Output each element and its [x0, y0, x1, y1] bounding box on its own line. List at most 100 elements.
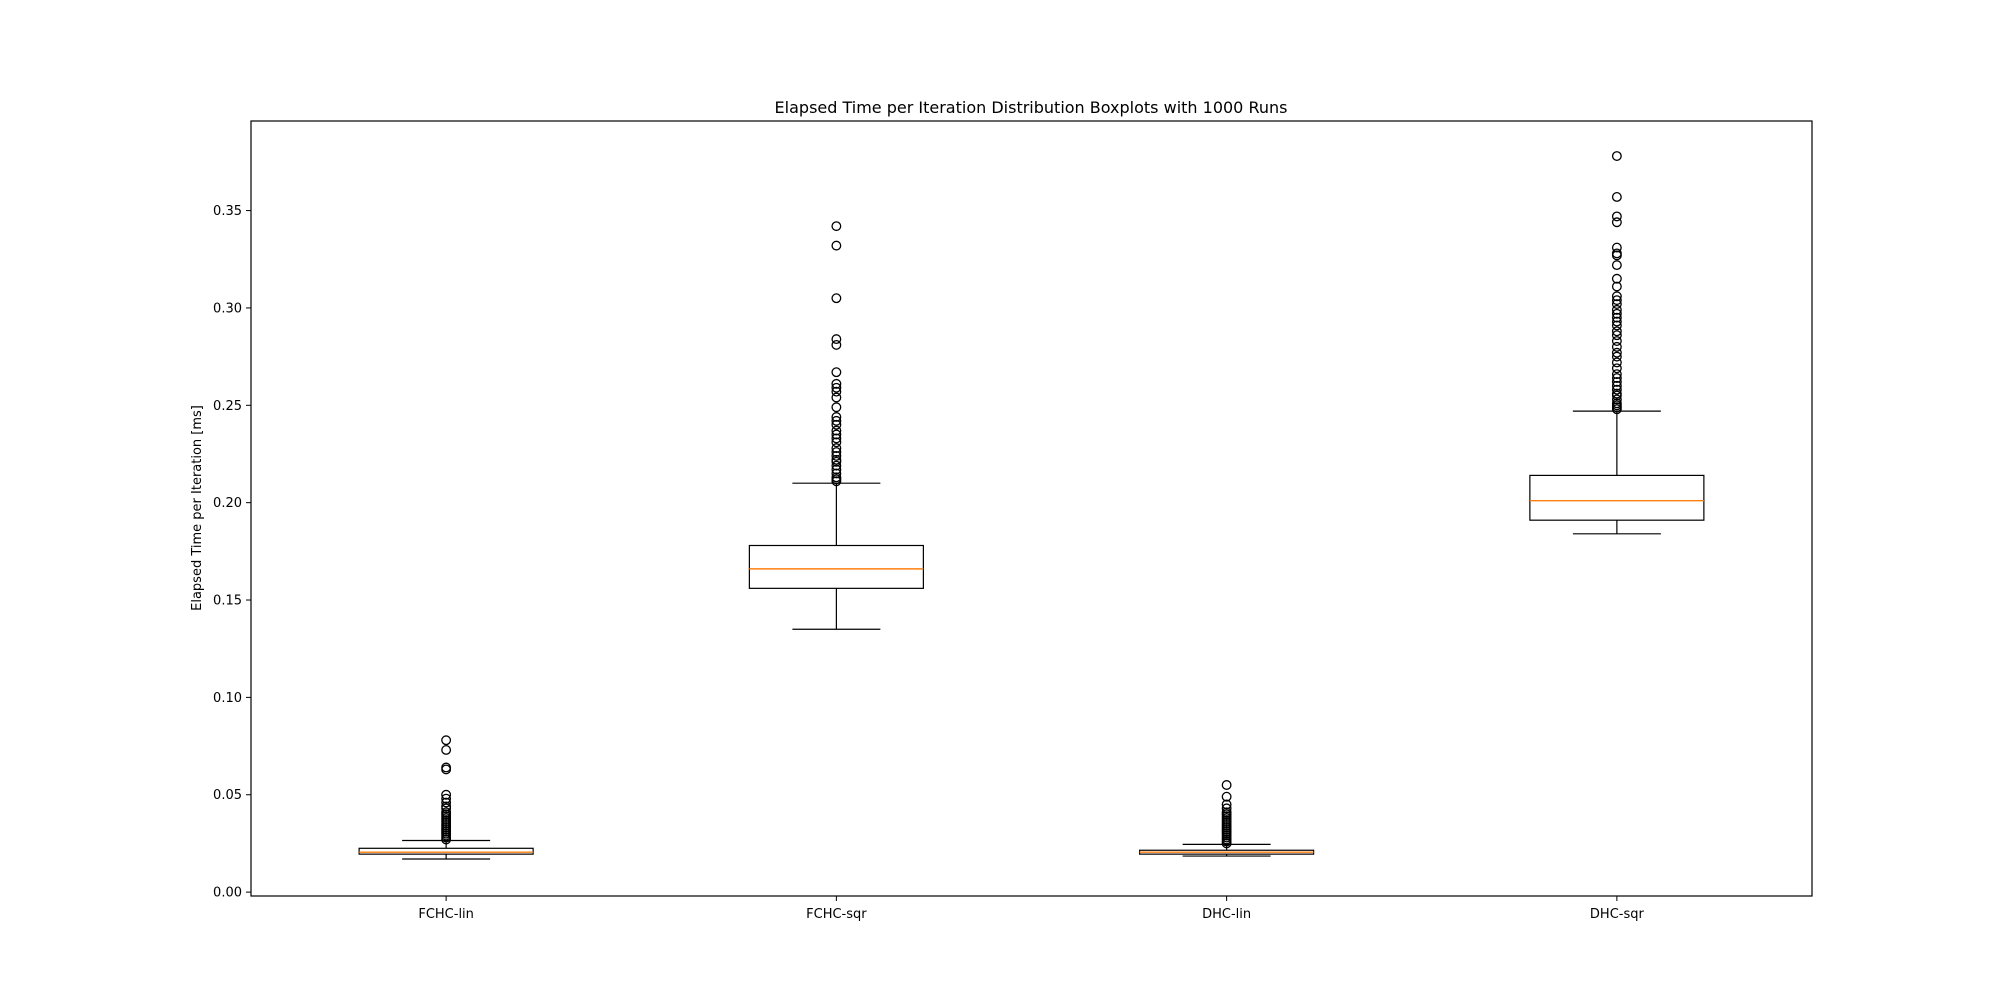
- outlier-point: [441, 745, 452, 755]
- plot-frame: [250, 120, 1813, 897]
- outlier-point: [1611, 211, 1622, 222]
- outlier-point: [1611, 330, 1622, 341]
- outlier-point: [1221, 803, 1232, 814]
- y-tick-label: 0.25: [213, 399, 242, 414]
- outlier-point: [1611, 242, 1622, 253]
- outlier-point: [1221, 780, 1232, 790]
- boxplot-dhc-sqr: [1529, 151, 1705, 535]
- outlier-point: [1611, 250, 1622, 261]
- outlier-point: [831, 460, 842, 471]
- outlier-point: [1611, 369, 1622, 380]
- outlier-point: [831, 367, 842, 378]
- outlier-point: [831, 464, 842, 475]
- outlier-point: [1611, 281, 1622, 292]
- boxplot-fchc-sqr: [748, 221, 924, 630]
- outlier-point: [831, 378, 842, 389]
- outlier-point: [831, 443, 842, 454]
- outlier-point: [441, 762, 452, 773]
- outlier-point: [1611, 380, 1622, 391]
- outlier-point: [831, 474, 842, 485]
- outlier-point: [1611, 248, 1622, 259]
- y-tick-label: 0.10: [213, 691, 242, 706]
- outlier-point: [1611, 373, 1622, 383]
- outlier-point: [441, 764, 452, 775]
- y-tick-label: 0.35: [213, 204, 242, 219]
- outlier-point: [831, 419, 842, 430]
- outlier-point: [1611, 308, 1622, 319]
- boxplot-fchc-lin: [358, 735, 534, 860]
- outlier-point: [1611, 217, 1622, 228]
- outlier-point: [831, 402, 842, 413]
- outlier-point: [831, 339, 842, 350]
- outlier-point: [831, 476, 842, 487]
- outlier-point: [1611, 336, 1622, 346]
- y-axis-label: Elapsed Time per Iteration [ms]: [190, 405, 205, 611]
- outlier-point: [441, 803, 452, 814]
- outlier-point: [1611, 191, 1622, 202]
- outlier-point: [831, 415, 842, 426]
- outlier-point: [1611, 260, 1622, 271]
- outlier-point: [1611, 326, 1622, 337]
- outlier-point: [1611, 304, 1622, 315]
- outlier-point: [831, 392, 842, 403]
- box-iqr: [358, 847, 534, 855]
- outlier-point: [831, 456, 842, 467]
- outlier-point: [1611, 347, 1622, 358]
- outlier-point: [1611, 394, 1622, 405]
- outlier-point: [831, 437, 842, 448]
- outlier-point: [831, 293, 842, 304]
- outlier-point: [441, 797, 452, 808]
- outlier-point: [441, 735, 452, 746]
- outlier-point: [831, 468, 842, 479]
- outlier-point: [831, 386, 842, 397]
- x-tick-label: FCHC-lin: [418, 907, 474, 922]
- outlier-point: [1611, 404, 1622, 415]
- outlier-point: [1611, 351, 1622, 362]
- outlier-point: [1611, 320, 1622, 331]
- outlier-point: [1611, 357, 1622, 368]
- outlier-point: [1611, 341, 1622, 352]
- y-tick-label: 0.20: [213, 496, 242, 511]
- outlier-point: [831, 240, 842, 251]
- outlier-point: [1611, 384, 1622, 395]
- outlier-point: [1221, 799, 1232, 810]
- outlier-point: [831, 221, 842, 232]
- outlier-point: [1611, 312, 1622, 323]
- outlier-point: [1611, 390, 1622, 401]
- plot-area: 0.00 0.05 0.10 0.15 0.20 0.25 0.30 0.35 FCHC-lin…: [213, 120, 1813, 922]
- x-tick-label: DHC-sqr: [1590, 907, 1645, 922]
- outlier-point: [831, 447, 842, 457]
- outlier-point: [831, 425, 842, 436]
- boxplot-dhc-lin: [1139, 780, 1315, 857]
- box-iqr: [748, 544, 924, 589]
- outlier-point: [1611, 316, 1622, 327]
- outlier-point: [441, 834, 452, 845]
- x-tick-label: FCHC-sqr: [806, 907, 867, 922]
- outlier-point: [831, 429, 842, 440]
- outlier-point: [1221, 791, 1232, 802]
- outlier-point: [1611, 151, 1622, 162]
- outlier-point: [1611, 363, 1622, 374]
- y-tick-label: 0.30: [213, 301, 242, 316]
- chart-title: Elapsed Time per Iteration Distribution …: [775, 98, 1288, 117]
- y-tick-label: 0.05: [213, 788, 242, 803]
- outlier-point: [441, 793, 452, 804]
- box-iqr: [1529, 474, 1705, 521]
- outlier-point: [831, 382, 842, 393]
- outlier-point: [1611, 273, 1622, 284]
- outlier-point: [831, 334, 842, 345]
- outlier-point: [1611, 299, 1622, 309]
- outlier-point: [831, 412, 842, 422]
- outlier-point: [1611, 376, 1622, 387]
- outlier-point: [831, 433, 842, 444]
- outlier-point: [1611, 291, 1622, 302]
- x-tick-label: DHC-lin: [1202, 907, 1251, 922]
- outlier-point: [1611, 295, 1622, 306]
- y-tick-label: 0.00: [213, 886, 242, 901]
- outlier-point: [1221, 838, 1232, 849]
- y-tick-label: 0.15: [213, 594, 242, 609]
- outlier-point: [831, 450, 842, 461]
- outlier-point: [441, 789, 452, 800]
